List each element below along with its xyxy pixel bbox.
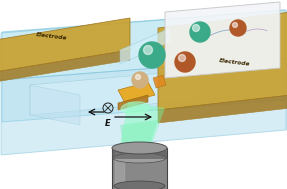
Polygon shape [153, 75, 166, 88]
Circle shape [190, 22, 210, 42]
Circle shape [179, 54, 185, 61]
Polygon shape [0, 18, 130, 72]
Polygon shape [158, 12, 287, 110]
Polygon shape [30, 65, 250, 115]
Polygon shape [118, 95, 148, 110]
Ellipse shape [114, 181, 165, 189]
Circle shape [193, 25, 199, 32]
Polygon shape [165, 2, 280, 78]
FancyBboxPatch shape [112, 151, 167, 159]
Circle shape [132, 72, 148, 88]
Polygon shape [1, 58, 286, 155]
Circle shape [232, 22, 238, 28]
Polygon shape [30, 85, 80, 125]
Text: E: E [105, 119, 111, 129]
Text: Electrode: Electrode [219, 58, 251, 66]
Polygon shape [2, 10, 285, 122]
Circle shape [230, 20, 246, 36]
Polygon shape [120, 120, 158, 160]
Polygon shape [0, 50, 130, 82]
Ellipse shape [121, 102, 149, 114]
Polygon shape [1, 10, 286, 80]
Circle shape [144, 46, 152, 54]
Polygon shape [118, 82, 155, 103]
Circle shape [139, 42, 165, 68]
Polygon shape [200, 65, 250, 100]
Polygon shape [118, 102, 165, 155]
Circle shape [175, 52, 195, 72]
Polygon shape [120, 28, 170, 64]
Polygon shape [158, 95, 287, 123]
Ellipse shape [112, 142, 167, 154]
FancyBboxPatch shape [112, 148, 167, 189]
Circle shape [135, 74, 141, 80]
Ellipse shape [113, 153, 166, 163]
Text: Electrode: Electrode [36, 32, 68, 40]
